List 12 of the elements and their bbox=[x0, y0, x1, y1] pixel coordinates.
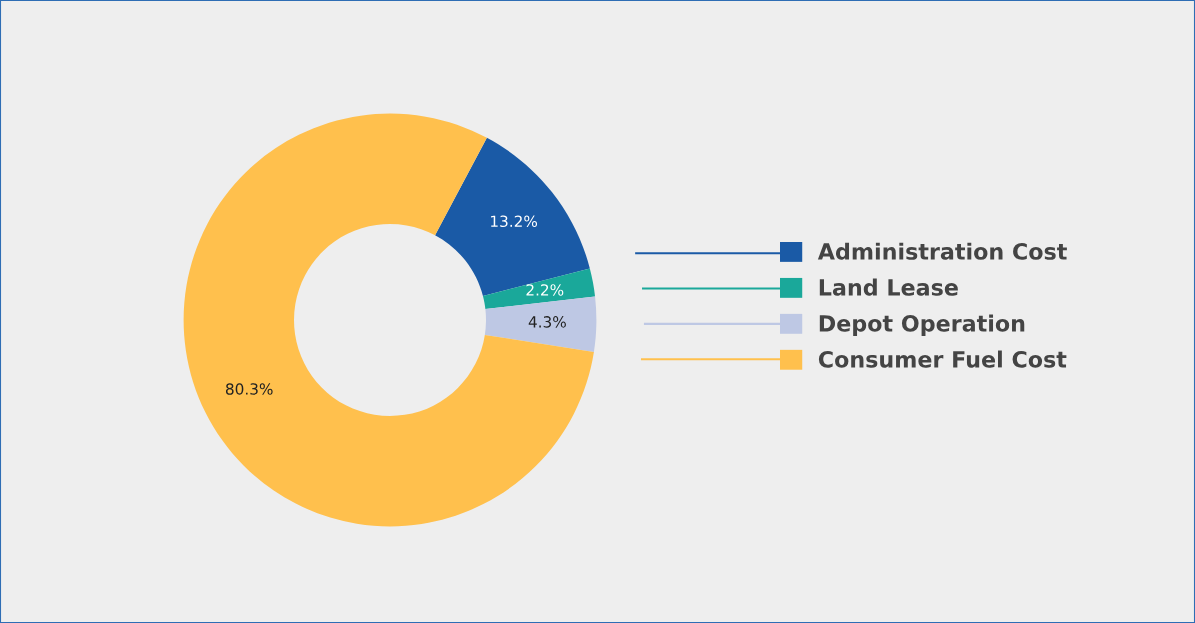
data-label: 2.2% bbox=[526, 284, 564, 296]
legend-label: Depot Operation bbox=[819, 314, 1025, 337]
donut-slice bbox=[482, 268, 596, 310]
donut-slice bbox=[435, 137, 590, 296]
legend-label: Consumer Fuel Cost bbox=[818, 350, 1067, 368]
data-label: 4.3% bbox=[528, 316, 566, 328]
legend-label: Administration Cost bbox=[817, 242, 1067, 260]
donut-slice bbox=[484, 296, 597, 352]
donut-slice bbox=[183, 113, 594, 527]
data-label: 13.2% bbox=[491, 215, 538, 228]
data-label: 80.3% bbox=[225, 383, 273, 395]
legend-label: Land Lease bbox=[819, 278, 958, 296]
